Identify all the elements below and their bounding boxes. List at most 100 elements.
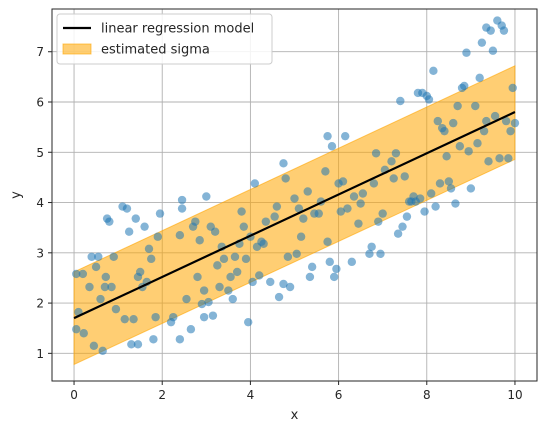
data-point [354, 219, 363, 228]
data-point [270, 212, 279, 221]
data-point [455, 142, 465, 151]
data-point [435, 179, 445, 188]
data-point [279, 279, 288, 289]
regression-line [73, 111, 516, 320]
data-point [232, 267, 242, 277]
data-point [94, 252, 103, 262]
data-point [261, 217, 271, 226]
data-point [149, 335, 158, 344]
data-point [96, 294, 105, 304]
data-point [369, 179, 379, 188]
data-point [440, 126, 449, 136]
data-point [281, 174, 290, 183]
data-point [321, 167, 330, 176]
data-point [393, 229, 403, 238]
data-point [72, 325, 81, 334]
data-point [175, 335, 185, 344]
regression-line-layer [73, 111, 516, 320]
data-point [510, 118, 520, 128]
data-point [241, 254, 251, 264]
data-point [473, 139, 482, 148]
x-tick-label: 6 [335, 388, 343, 402]
data-point [199, 286, 209, 295]
data-point [182, 294, 191, 304]
data-point [215, 282, 224, 292]
data-point [433, 116, 442, 126]
data-point [442, 152, 451, 161]
data-point [387, 157, 396, 166]
data-point [111, 304, 121, 314]
data-point [91, 262, 101, 272]
scatter-points-layer [72, 16, 520, 356]
data-point [488, 46, 498, 55]
data-point [453, 101, 462, 111]
x-ticks: 0 2 4 6 8 10 [70, 381, 523, 402]
data-point [371, 149, 381, 158]
data-point [475, 73, 484, 83]
y-tick-label: 7 [36, 45, 44, 59]
data-point [78, 269, 88, 279]
data-point [356, 199, 365, 208]
data-point [186, 325, 196, 334]
data-point [299, 214, 308, 223]
data-point [250, 179, 260, 188]
data-point [484, 157, 493, 166]
data-point [122, 204, 132, 213]
data-point [349, 192, 359, 201]
legend-label: estimated sigma [101, 43, 210, 58]
data-point [210, 227, 220, 236]
data-point [248, 277, 257, 287]
data-point [389, 174, 398, 183]
y-axis-label: y [9, 191, 24, 199]
data-point [101, 272, 110, 282]
data-point [169, 312, 178, 322]
data-point [129, 314, 138, 324]
data-point [285, 282, 295, 292]
data-point [193, 272, 202, 282]
data-point [195, 236, 204, 245]
data-point [105, 217, 114, 226]
data-point [490, 111, 500, 121]
data-point [274, 292, 284, 302]
data-point [329, 272, 339, 282]
y-ticks: 1 2 3 4 5 6 7 [36, 45, 52, 361]
data-point [259, 239, 268, 248]
data-point [367, 242, 376, 251]
data-point [147, 254, 156, 264]
data-point [506, 126, 515, 136]
data-point [358, 189, 368, 198]
data-point [444, 177, 454, 186]
data-point [460, 81, 469, 91]
data-point [133, 340, 143, 349]
data-point [290, 194, 299, 203]
data-point [87, 252, 96, 262]
data-point [398, 222, 407, 231]
data-point [177, 204, 187, 213]
data-point [400, 172, 409, 181]
data-point [415, 194, 425, 203]
data-point [429, 66, 438, 76]
data-point [292, 249, 301, 259]
y-tick-label: 6 [36, 96, 44, 110]
x-tick-label: 8 [423, 388, 431, 402]
data-point [341, 131, 350, 141]
data-point [294, 204, 304, 213]
y-tick-label: 3 [36, 246, 44, 260]
data-point [283, 252, 293, 262]
data-point [197, 299, 207, 309]
data-point [124, 227, 134, 236]
data-point [255, 271, 264, 280]
data-point [424, 95, 434, 104]
data-point [327, 142, 337, 151]
data-point [177, 195, 187, 205]
data-point [376, 249, 385, 259]
y-tick-label: 1 [36, 347, 44, 361]
x-tick-label: 4 [247, 388, 255, 402]
data-point [140, 222, 149, 231]
data-point [325, 257, 334, 267]
data-point [296, 232, 306, 241]
data-point [244, 317, 253, 327]
data-point [120, 314, 129, 324]
x-tick-label: 0 [70, 388, 78, 402]
data-point [374, 217, 383, 226]
